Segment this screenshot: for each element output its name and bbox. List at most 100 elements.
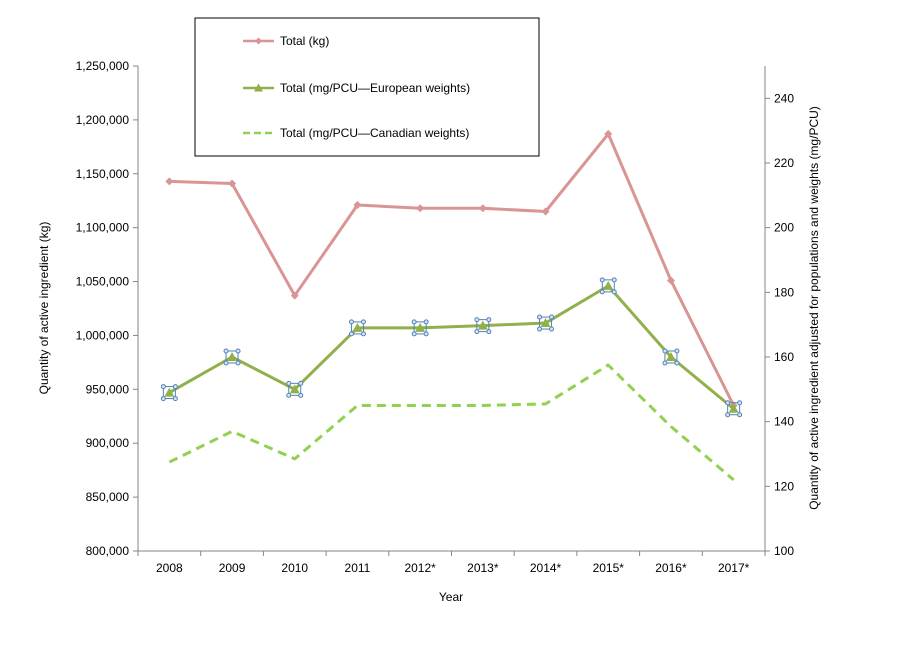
selection-handle [662,348,668,354]
right-tick-label: 220 [774,156,794,170]
selection-handle [611,277,617,283]
selection-handle [348,331,354,337]
series-2 [168,363,735,482]
right-axis-ticks: 100 120 140 160 180 200 220 240 [765,91,794,558]
selection-handle [725,412,731,418]
x-tick-label: 2013* [467,561,499,575]
left-tick-label: 900,000 [86,436,130,450]
selection-handle [423,319,429,325]
data-point-triangle [227,352,238,361]
data-point-diamond [228,179,237,188]
selection-box [162,386,176,400]
x-tick-label: 2015* [593,561,625,575]
right-tick-label: 120 [774,479,794,493]
left-tick-label: 800,000 [86,544,130,558]
selection-box [539,316,553,330]
selection-handle [286,392,292,398]
x-tick-label: 2014* [530,561,562,575]
x-tick-label: 2009 [219,561,246,575]
data-point-diamond [416,204,425,213]
selection-handle [537,314,543,320]
series-line [168,363,735,482]
selection-handle [235,360,241,366]
data-point-triangle [352,322,363,332]
selection-handle [411,331,417,337]
data-point-triangle [415,322,426,332]
data-point-diamond [666,276,675,285]
data-point-triangle [164,387,175,397]
selection-handle [298,392,304,398]
selection-handle [537,326,543,332]
right-tick-label: 160 [774,350,794,364]
legend-entry-canadian-weights: Total (mg/PCU—Canadian weights) [243,126,469,140]
data-point-diamond [290,291,299,300]
right-axis-title: Quantity of active ingredient adjusted f… [807,106,821,510]
selection-handle [223,348,229,354]
legend-marker-diamond-icon [255,37,262,45]
x-axis-title: Year [439,590,463,604]
selection-box [350,321,364,335]
x-tick-label: 2017* [718,561,750,575]
selection-handle [474,329,480,335]
data-point-diamond [353,201,362,210]
x-tick-label: 2016* [655,561,687,575]
left-tick-label: 1,050,000 [76,275,130,289]
right-tick-label: 140 [774,415,794,429]
point-selection-handles [474,317,492,335]
selection-box [664,350,678,364]
series-1 [160,277,743,418]
selection-handle [674,348,680,354]
selection-box [288,382,302,396]
selection-handle [160,396,166,402]
selection-handle [549,326,555,332]
series-0 [165,129,738,410]
series-layer [160,129,743,482]
selection-handle [486,329,492,335]
selection-handle [235,348,241,354]
selection-handle [348,319,354,325]
left-tick-label: 1,250,000 [76,59,130,73]
left-tick-label: 850,000 [86,490,130,504]
selection-handle [286,380,292,386]
data-point-triangle [728,403,739,413]
data-point-diamond [165,177,174,186]
x-tick-label: 2011 [345,561,371,575]
point-selection-handles [411,319,429,337]
selection-handle [611,289,617,295]
data-point-diamond [604,129,613,138]
point-selection-handles [662,348,680,366]
selection-handle [160,384,166,390]
x-tick-label: 2008 [156,561,183,575]
legend-label-european-weights: Total (mg/PCU—European weights) [280,81,470,95]
point-selection-handles [348,319,366,337]
legend: Total (kg) Total (mg/PCU—European weight… [194,17,540,157]
selection-handle [486,317,492,323]
left-axis-ticks: 800,000 850,000 900,000 950,000 1,000,000 1,0… [76,59,138,558]
data-point-diamond [478,204,487,213]
selection-handle [474,317,480,323]
point-selection-handles [286,380,304,398]
selection-handle [360,331,366,337]
legend-marker-triangle-icon [254,83,263,92]
legend-entry-total-kg: Total (kg) [243,34,329,48]
selection-box [727,402,741,416]
x-tick-label: 2012* [404,561,436,575]
left-tick-label: 1,100,000 [76,221,130,235]
selection-handle [549,314,555,320]
selection-handle [223,360,229,366]
selection-handle [674,360,680,366]
selection-box [413,321,427,335]
x-tick-label: 2010 [281,561,308,575]
left-tick-label: 1,150,000 [76,167,130,181]
selection-handle [172,396,178,402]
left-tick-label: 1,000,000 [76,328,130,342]
data-point-triangle [477,320,488,330]
right-tick-label: 240 [774,91,794,105]
point-selection-handles [223,348,241,366]
data-point-triangle [540,318,551,328]
selection-handle [737,412,743,418]
selection-box [476,319,490,333]
point-selection-handles [537,314,555,332]
selection-handle [172,384,178,390]
